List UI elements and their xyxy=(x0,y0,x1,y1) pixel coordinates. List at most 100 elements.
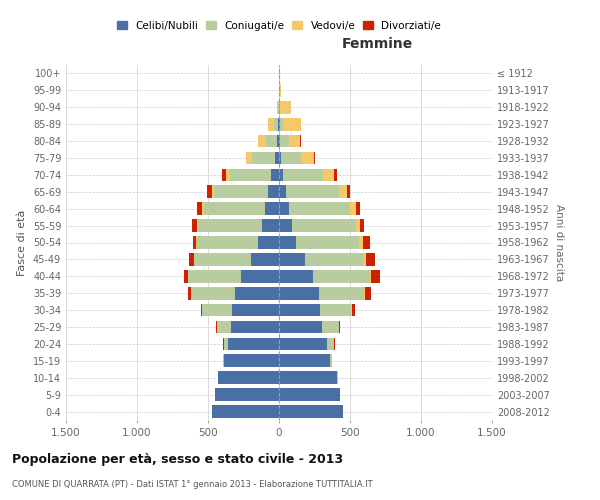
Bar xyxy=(279,220,292,232)
Bar xyxy=(364,253,367,266)
Bar xyxy=(224,338,228,350)
Bar xyxy=(224,354,279,367)
Bar xyxy=(194,253,251,266)
Bar xyxy=(188,287,191,300)
Bar xyxy=(191,287,235,300)
Bar xyxy=(193,220,197,232)
Y-axis label: Anni di nascita: Anni di nascita xyxy=(554,204,563,281)
Bar xyxy=(319,287,364,300)
Bar xyxy=(259,134,266,147)
Bar xyxy=(247,152,252,164)
Bar xyxy=(216,320,217,334)
Bar xyxy=(235,287,279,300)
Bar xyxy=(193,236,196,249)
Bar xyxy=(218,372,279,384)
Bar xyxy=(279,253,305,266)
Bar xyxy=(274,118,278,130)
Bar xyxy=(230,168,271,181)
Bar xyxy=(370,270,371,282)
Bar xyxy=(201,304,202,316)
Bar xyxy=(279,338,327,350)
Bar xyxy=(280,134,289,147)
Bar xyxy=(268,186,279,198)
Bar xyxy=(334,168,337,181)
Bar xyxy=(222,168,226,181)
Bar xyxy=(231,320,279,334)
Bar xyxy=(279,152,281,164)
Bar xyxy=(279,168,283,181)
Bar xyxy=(280,118,283,130)
Bar xyxy=(279,304,320,316)
Bar xyxy=(327,338,334,350)
Bar xyxy=(289,202,350,215)
Bar xyxy=(305,253,364,266)
Bar xyxy=(320,304,352,316)
Bar xyxy=(364,287,365,300)
Bar xyxy=(279,101,280,114)
Bar xyxy=(265,202,279,215)
Bar xyxy=(301,152,314,164)
Bar xyxy=(279,354,330,367)
Bar xyxy=(202,304,232,316)
Bar xyxy=(289,134,301,147)
Bar xyxy=(215,388,279,401)
Text: Femmine: Femmine xyxy=(341,37,413,51)
Bar xyxy=(292,220,356,232)
Bar xyxy=(197,202,202,215)
Bar xyxy=(245,152,247,164)
Bar xyxy=(207,186,212,198)
Bar xyxy=(232,304,279,316)
Bar xyxy=(217,320,231,334)
Bar xyxy=(279,134,280,147)
Bar xyxy=(286,186,338,198)
Y-axis label: Fasce di età: Fasce di età xyxy=(17,210,27,276)
Bar xyxy=(279,270,313,282)
Text: Popolazione per età, sesso e stato civile - 2013: Popolazione per età, sesso e stato civil… xyxy=(12,452,343,466)
Bar xyxy=(278,118,279,130)
Bar xyxy=(204,202,265,215)
Bar xyxy=(196,236,197,249)
Bar xyxy=(271,168,279,181)
Bar xyxy=(352,304,355,316)
Bar xyxy=(251,253,279,266)
Bar xyxy=(356,220,360,232)
Bar xyxy=(296,236,359,249)
Text: COMUNE DI QUARRATA (PT) - Dati ISTAT 1° gennaio 2013 - Elaborazione TUTTITALIA.I: COMUNE DI QUARRATA (PT) - Dati ISTAT 1° … xyxy=(12,480,373,489)
Bar xyxy=(371,270,380,282)
Bar xyxy=(277,101,278,114)
Bar xyxy=(322,320,338,334)
Bar xyxy=(279,405,343,418)
Bar xyxy=(279,118,280,130)
Bar xyxy=(188,270,241,282)
Bar xyxy=(330,354,332,367)
Bar xyxy=(228,338,279,350)
Bar xyxy=(283,118,301,130)
Bar xyxy=(241,270,279,282)
Bar xyxy=(281,152,301,164)
Bar xyxy=(350,202,356,215)
Bar xyxy=(367,253,375,266)
Bar xyxy=(360,220,364,232)
Bar xyxy=(202,202,204,215)
Bar xyxy=(313,270,370,282)
Bar xyxy=(198,220,262,232)
Bar xyxy=(223,354,224,367)
Bar xyxy=(268,118,274,130)
Bar xyxy=(279,372,337,384)
Bar xyxy=(262,220,279,232)
Bar xyxy=(252,152,275,164)
Bar xyxy=(323,168,334,181)
Bar xyxy=(347,186,350,198)
Bar xyxy=(283,168,323,181)
Bar xyxy=(197,220,198,232)
Bar xyxy=(356,202,360,215)
Bar xyxy=(338,186,347,198)
Bar xyxy=(266,134,277,147)
Bar xyxy=(214,186,268,198)
Bar xyxy=(197,236,258,249)
Bar xyxy=(279,236,296,249)
Bar xyxy=(212,405,279,418)
Bar xyxy=(226,168,230,181)
Bar xyxy=(365,287,371,300)
Bar xyxy=(189,253,194,266)
